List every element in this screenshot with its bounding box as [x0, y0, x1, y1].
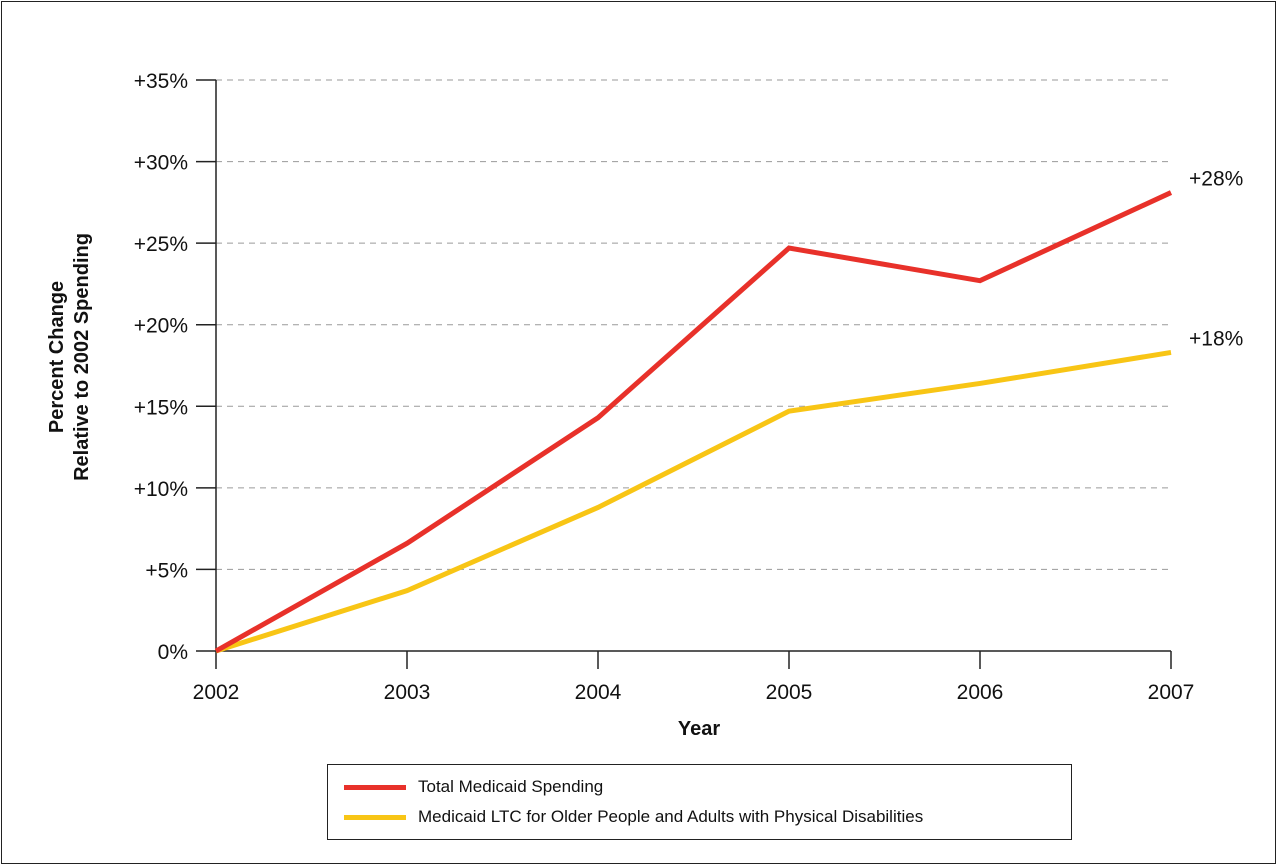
- axes: [215, 80, 1171, 652]
- y-tick-label: +15%: [134, 396, 188, 419]
- x-ticks: 2002 2003 2004 2005 2006 2007: [193, 651, 1195, 704]
- y-tick-label: +25%: [134, 233, 188, 256]
- legend-swatch-red: [344, 784, 406, 790]
- series-line-0: [214, 190, 1173, 654]
- x-tick-label: 2007: [1148, 681, 1195, 704]
- x-tick-label: 2005: [766, 681, 813, 704]
- legend-label: Medicaid LTC for Older People and Adults…: [418, 807, 924, 826]
- y-tick-label: +35%: [134, 70, 188, 93]
- y-tick-label: +5%: [145, 559, 188, 582]
- y-axis-title: Percent Change Relative to 2002 Spending: [46, 233, 93, 481]
- y-tick-label: +10%: [134, 478, 188, 501]
- legend-label: Total Medicaid Spending: [418, 777, 604, 796]
- legend-swatch-yellow: [344, 814, 406, 820]
- x-axis-title: Year: [678, 718, 720, 740]
- x-tick-label: 2006: [957, 681, 1004, 704]
- legend-item-medicaid-ltc: Medicaid LTC for Older People and Adults…: [344, 803, 1061, 831]
- y-tick-label: +30%: [134, 152, 188, 175]
- y-ticks: 0% +5% +10% +15% +20% +25% +30% +35%: [134, 70, 216, 664]
- series-line-1: [215, 349, 1172, 654]
- y-tick-label: +20%: [134, 315, 188, 338]
- legend: Total Medicaid Spending Medicaid LTC for…: [327, 764, 1072, 840]
- series-end-label: +28%: [1189, 168, 1243, 191]
- y-axis-title-line-2: Relative to 2002 Spending: [71, 233, 93, 481]
- series-end-label: +18%: [1189, 327, 1243, 350]
- y-tick-label: 0%: [158, 641, 188, 664]
- gridlines: [216, 79, 1171, 570]
- x-tick-label: 2003: [384, 681, 431, 704]
- y-axis-title-line-1: Percent Change: [46, 281, 68, 433]
- series-lines: [214, 190, 1173, 654]
- end-labels: +28% +18%: [1189, 168, 1243, 351]
- x-tick-label: 2002: [193, 681, 240, 704]
- legend-item-total-medicaid: Total Medicaid Spending: [344, 773, 1061, 801]
- x-tick-label: 2004: [575, 681, 622, 704]
